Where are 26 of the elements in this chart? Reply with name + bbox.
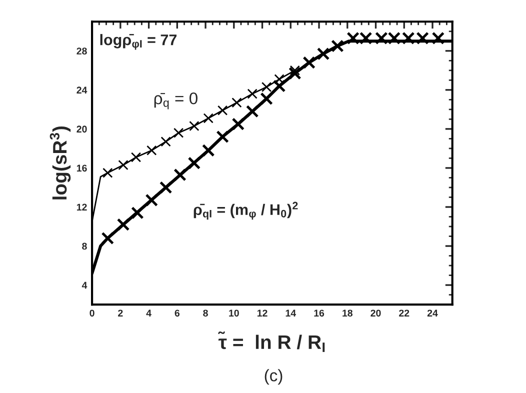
- x-tick-label: 12: [257, 310, 268, 316]
- y-tick-label: 28: [76, 48, 87, 55]
- x-tick-label: 0: [90, 310, 94, 317]
- x-tick-label: 18: [342, 310, 352, 317]
- x-tick-label: 20: [370, 310, 381, 317]
- x-tick-label: 22: [399, 310, 410, 316]
- y-tick-label: 20: [76, 126, 87, 133]
- y-tick-label: 12: [76, 204, 87, 211]
- x-tick-label: 4: [146, 310, 152, 316]
- annotation: logρ̄$_{φI}$ = 77: [100, 34, 177, 50]
- x-tick-label: 6: [174, 310, 180, 317]
- y-axis-title: log(sR$^{3}$): [50, 126, 71, 200]
- y-tick-label: 16: [76, 164, 87, 172]
- annotation: ρ̄$_{q}$ = 0: [154, 92, 198, 110]
- x-tick-label: 2: [118, 310, 123, 316]
- text: (c): [264, 369, 282, 385]
- x-tick-label: 8: [203, 310, 208, 317]
- y-tick-label: 8: [82, 242, 87, 250]
- annotation: ρ̄$_{qI}$ = (m$_{φ}$ / H$_{0}$)$^{2}$: [194, 202, 298, 220]
- x-axis-title: τ̃ = ln R / R$_{I}$: [218, 331, 325, 352]
- x-tick-label: 16: [314, 310, 324, 317]
- x-tick-label: 14: [286, 310, 296, 316]
- x-tick-label: 24: [427, 310, 438, 316]
- y-tick-label: 4: [82, 282, 88, 289]
- y-tick-label: 24: [76, 86, 88, 94]
- x-tick-label: 10: [229, 310, 239, 317]
